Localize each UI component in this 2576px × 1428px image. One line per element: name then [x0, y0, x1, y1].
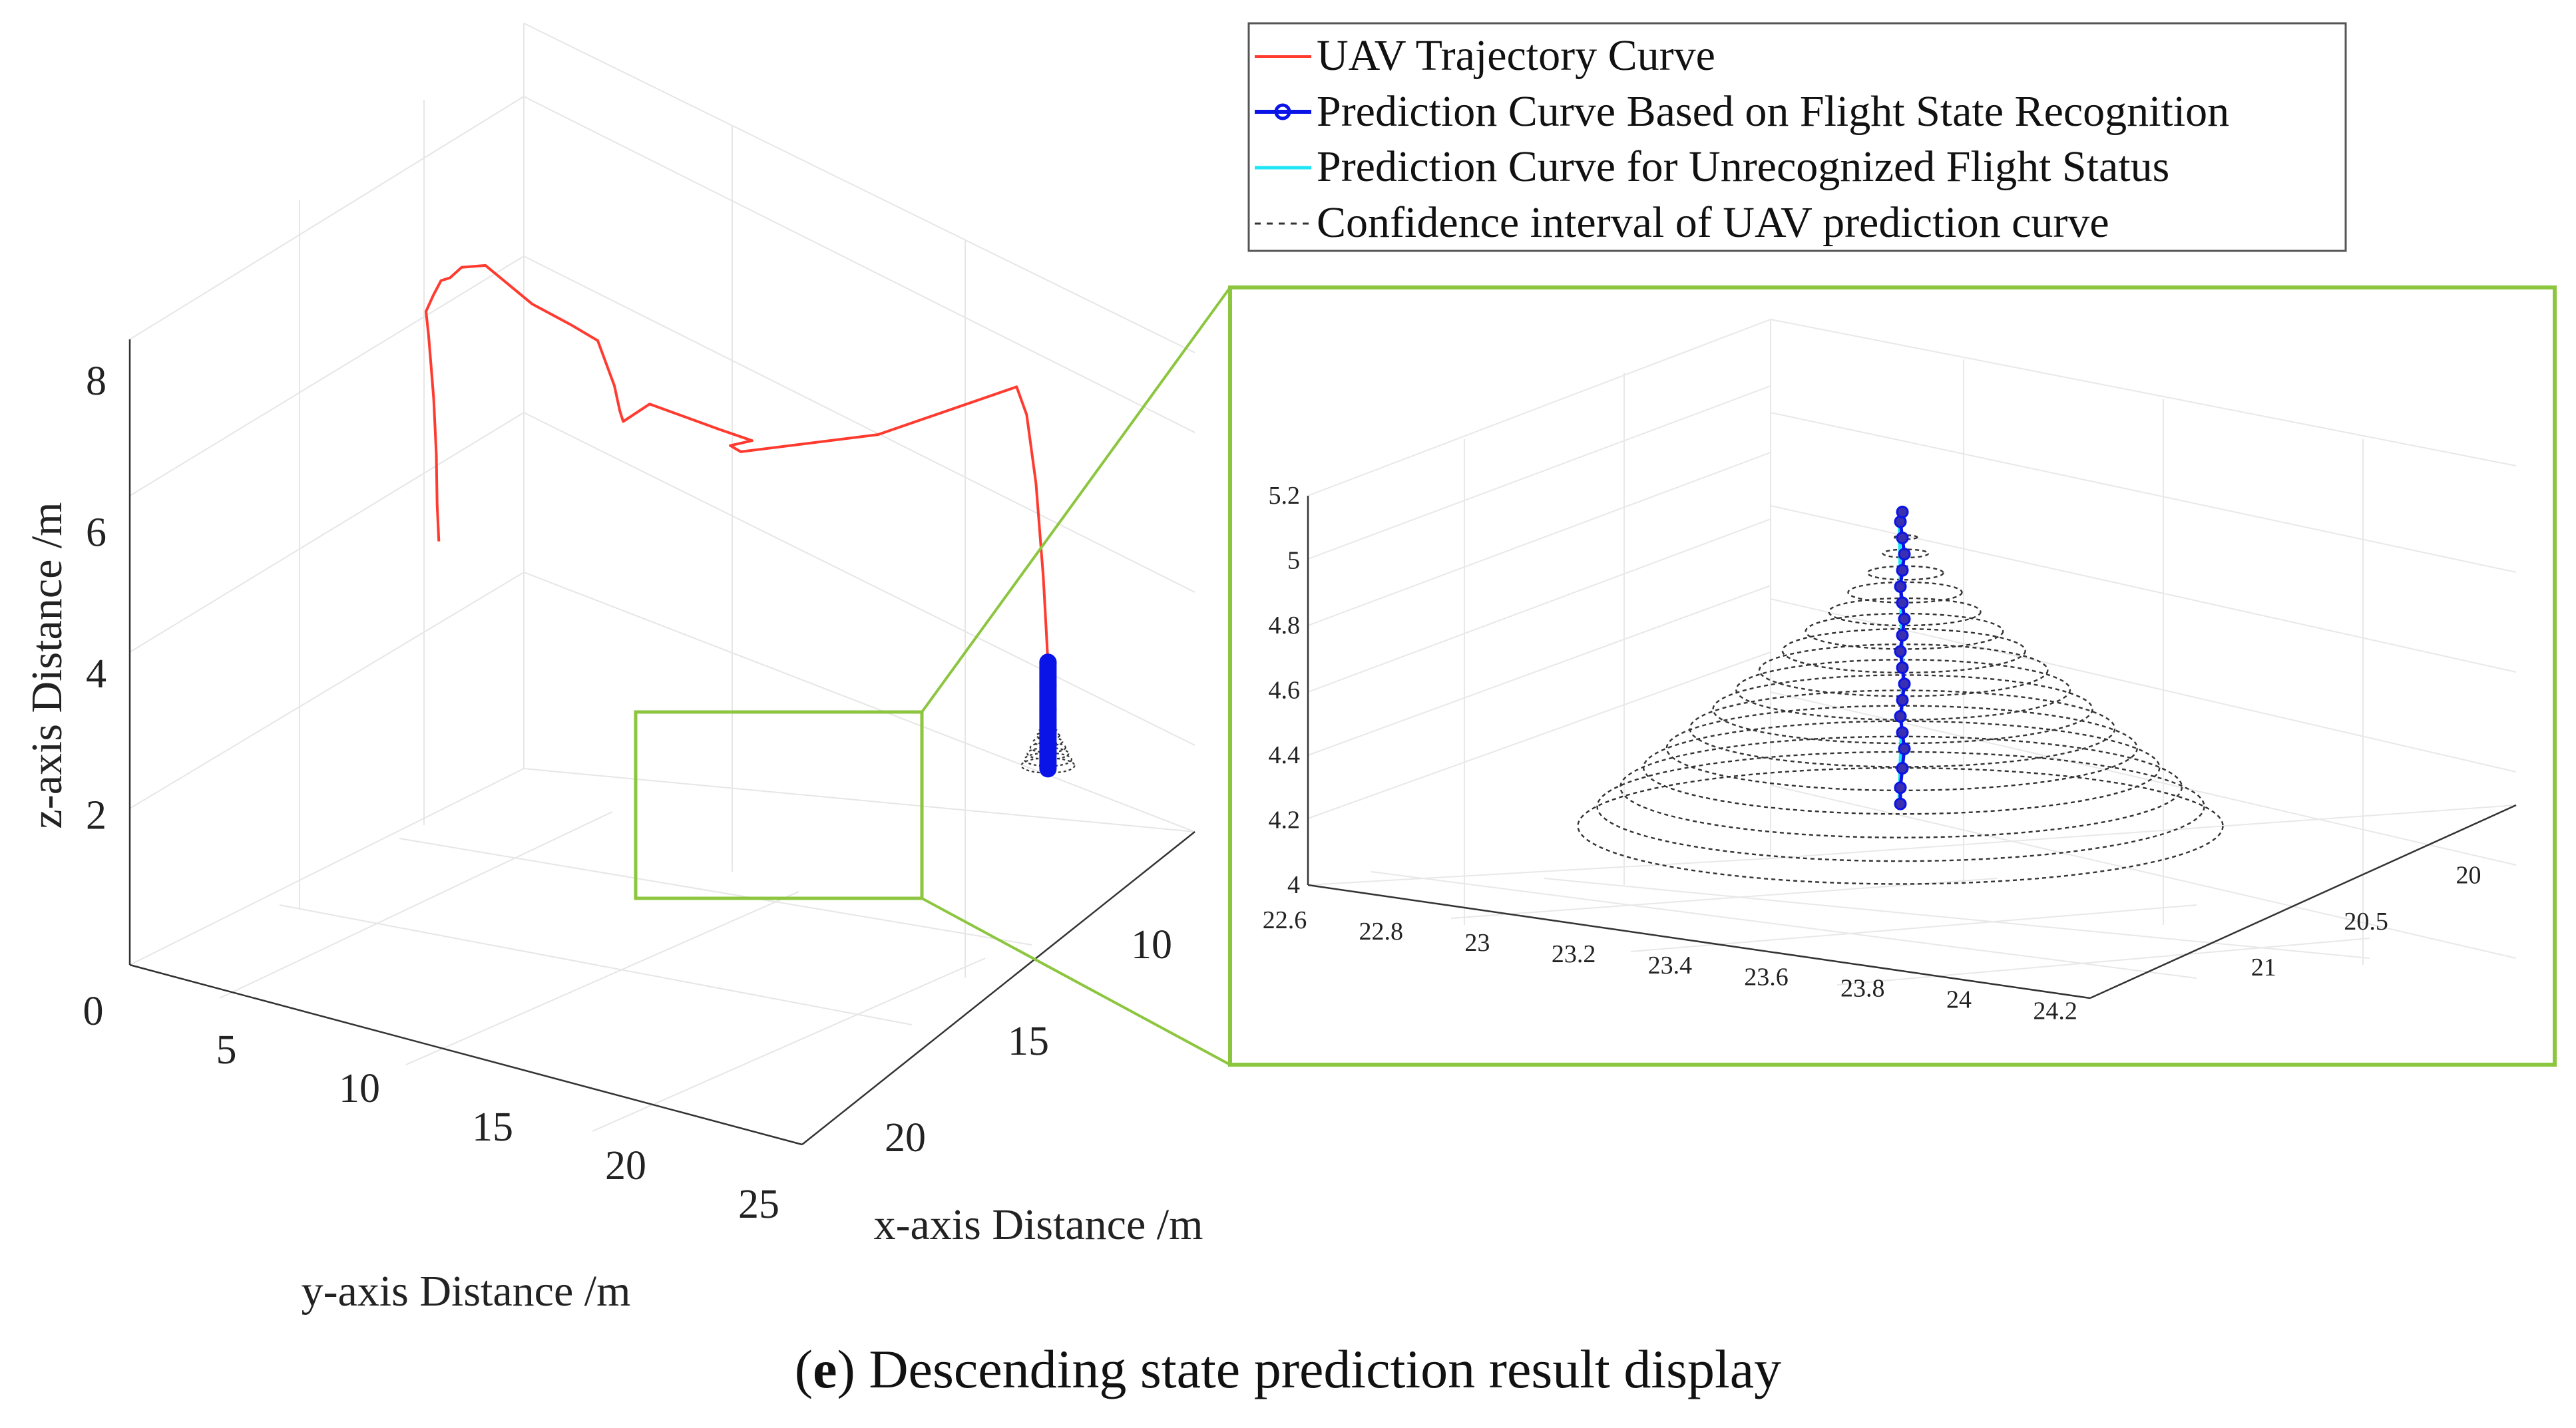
- z-axis-label: z-axis Distance /m: [23, 502, 71, 828]
- inset-x-tick-23.8: 23.8: [1840, 974, 1885, 1002]
- main-axes: [129, 23, 1195, 1132]
- inset-z-tick-4: 4: [1287, 871, 1300, 899]
- y-tick-15: 15: [472, 1105, 513, 1150]
- inset-prediction-marker: [1896, 726, 1909, 739]
- inset-x-tick-22.6: 22.6: [1263, 906, 1307, 934]
- legend-swatch-prediction: [1255, 103, 1311, 120]
- inset-x-tick-24: 24: [1946, 985, 1972, 1013]
- inset-z-tick-5: 5: [1287, 547, 1300, 575]
- x-tick-20: 20: [885, 1115, 926, 1160]
- inset-prediction-marker: [1896, 693, 1909, 707]
- legend-label-prediction: Prediction Curve Based on Flight State R…: [1317, 87, 2229, 136]
- inset-prediction-marker: [1896, 661, 1909, 674]
- y-tick-25: 25: [738, 1182, 779, 1227]
- main-prediction-marker: [1039, 653, 1057, 671]
- inset-grid: [1307, 319, 2517, 985]
- main-confidence-ring: [1029, 741, 1067, 753]
- legend-label-unrecognized: Prediction Curve for Unrecognized Flight…: [1317, 142, 2169, 191]
- legend-label-trajectory: UAV Trajectory Curve: [1317, 31, 1715, 80]
- inset-z-tick-4.6: 4.6: [1269, 677, 1301, 705]
- inset-prediction-marker: [1898, 548, 1911, 561]
- zoom-region-box: [634, 710, 924, 900]
- inset-prediction-marker: [1894, 645, 1907, 658]
- inset-y-tick-21: 21: [2251, 954, 2276, 982]
- inset-prediction-marker: [1894, 797, 1907, 810]
- legend: UAV Trajectory Curve Prediction Curve Ba…: [1247, 22, 2347, 252]
- main-prediction-markers: [1039, 653, 1057, 778]
- caption-close-paren: ): [837, 1339, 855, 1399]
- inset-prediction-marker: [1896, 596, 1909, 610]
- inset-confidence-ellipse: [1893, 534, 1918, 540]
- y-axis-label: y-axis Distance /m: [302, 1267, 631, 1316]
- uav-trajectory-line: [425, 264, 1050, 663]
- inset-prediction-marker: [1898, 677, 1911, 691]
- zoom-connector-bottom: [921, 897, 1231, 1066]
- inset-x-tick-23.6: 23.6: [1744, 963, 1789, 991]
- y-tick-10: 10: [339, 1066, 380, 1111]
- legend-box: [1247, 22, 2347, 252]
- inset-z-tick-4.2: 4.2: [1269, 806, 1301, 834]
- caption-text: Descending state prediction result displ…: [855, 1339, 1781, 1399]
- inset-prediction-marker: [1894, 580, 1907, 593]
- inset-axis-lines: [1307, 496, 2517, 999]
- inset-y-tick-20.5: 20.5: [2344, 908, 2388, 936]
- z-tick-8: 8: [86, 359, 107, 404]
- inset-prediction-marker: [1896, 505, 1909, 518]
- main-prediction-marker: [1039, 700, 1057, 718]
- x-tick-10: 10: [1131, 922, 1172, 968]
- inset-x-tick-23.2: 23.2: [1552, 940, 1596, 968]
- y-tick-5: 5: [216, 1027, 237, 1073]
- legend-label-confidence: Confidence interval of UAV prediction cu…: [1317, 198, 2109, 247]
- inset-prediction-marker: [1896, 762, 1909, 775]
- inset-prediction-marker: [1894, 781, 1907, 795]
- inset-z-tick-5.2: 5.2: [1269, 482, 1301, 510]
- inset-prediction-marker: [1898, 612, 1911, 625]
- inset-z-tick-4.8: 4.8: [1269, 612, 1301, 639]
- main-confidence-ring: [1032, 737, 1064, 747]
- inset-x-tick-24.2: 24.2: [2033, 997, 2077, 1025]
- z-tick-6: 6: [86, 510, 107, 556]
- main-axis-lines: [128, 339, 1195, 1146]
- inset-z-tick-4.4: 4.4: [1269, 741, 1301, 769]
- main-prediction-marker: [1039, 743, 1057, 761]
- inset-confidence-ellipse: [1619, 735, 2183, 838]
- y-tick-20: 20: [605, 1143, 646, 1188]
- inset-x-tick-23.4: 23.4: [1648, 952, 1693, 980]
- inset-prediction-marker: [1896, 531, 1909, 544]
- inset-tick-labels: 4 4.2 4.4 4.6 4.8 5 5.2 22.6 22.8 23 23.2 23.4 23.6 2…: [1263, 482, 2481, 1025]
- x-axis-label: x-axis Distance /m: [874, 1200, 1203, 1249]
- x-tick-15: 15: [1008, 1019, 1049, 1064]
- caption-letter: e: [813, 1339, 837, 1399]
- main-prediction-marker: [1039, 724, 1057, 742]
- inset-panel: 4 4.2 4.4 4.6 4.8 5 5.2 22.6 22.8 23 23.2 23.4 23.6 2…: [1228, 285, 2557, 1067]
- y-tick-0: 0: [83, 989, 104, 1034]
- inset-prediction-marker: [1896, 629, 1909, 642]
- inset-y-tick-20: 20: [2456, 862, 2481, 890]
- inset-prediction-marker: [1894, 710, 1907, 723]
- inset-x-tick-22.8: 22.8: [1359, 918, 1403, 946]
- inset-prediction-marker: [1896, 564, 1909, 577]
- inset-prediction-markers: [1894, 505, 1911, 810]
- inset-prediction-marker: [1898, 742, 1911, 755]
- main-tick-labels: 2 4 6 8 0 5 10 15 20 25 10 15 20: [83, 359, 1173, 1227]
- inset-confidence-ellipse: [1596, 751, 2205, 862]
- z-tick-2: 2: [86, 793, 107, 838]
- figure-caption: (e) Descending state prediction result d…: [795, 1339, 1781, 1399]
- z-tick-4: 4: [86, 651, 107, 697]
- inset-x-tick-23: 23: [1464, 929, 1490, 957]
- zoom-connector-top: [921, 286, 1231, 713]
- inset-confidence-ellipse: [1577, 767, 2224, 885]
- inset-frame: [1228, 285, 2557, 1067]
- caption-open-paren: (: [795, 1339, 813, 1399]
- main-prediction-marker: [1039, 677, 1057, 695]
